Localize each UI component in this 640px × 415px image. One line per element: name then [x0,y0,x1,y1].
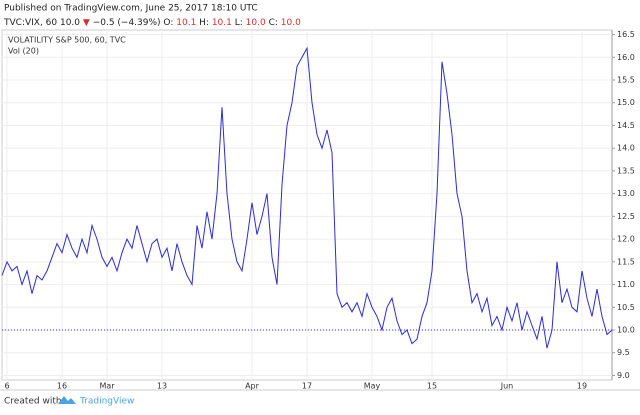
y-tick-label: 12.5 [617,212,635,221]
y-tick-label: 14.5 [617,121,635,130]
y-tick-label: 14.0 [617,144,635,153]
open: 10.1 [176,18,199,28]
x-tick-label: May [364,382,381,391]
down-arrow: ▼ [83,18,93,28]
y-tick-label: 15.5 [617,76,635,85]
symbol-line: TVC:VIX, 60 10.0 ▼ −0.5 (−4.39%) O: 10.1… [3,18,301,28]
y-tick-label: 9.5 [617,348,630,357]
legend-title: VOLATILITY S&P 500, 60, TVC [8,36,126,45]
y-tick-label: 13.5 [617,166,635,175]
last-price: 10.0 [60,18,83,28]
high: 10.1 [212,18,235,28]
footer-brand[interactable]: TradingView [79,397,134,407]
x-tick-label: Jun [500,382,514,391]
x-tick-label: 16 [57,382,67,391]
x-tick-label: Apr [245,382,260,391]
tradingview-logo[interactable] [58,396,76,404]
indicator-label: Vol (20) [8,47,39,56]
x-tick-label: Mar [99,382,115,391]
open-label: O: [163,18,176,28]
close-label: C: [269,18,281,28]
price-line [1,46,613,349]
change: −0.5 (−4.39%) [93,18,164,28]
y-tick-label: 9.0 [617,371,630,380]
symbol: TVC:VIX, 60 [3,18,60,28]
x-tick-label: 13 [157,382,167,391]
high-label: H: [199,18,212,28]
y-tick-label: 10.5 [617,303,635,312]
y-tick-label: 11.0 [617,280,635,289]
x-tick-label: 17 [302,382,312,391]
low: 10.0 [246,18,269,28]
y-tick-label: 11.5 [617,257,635,266]
x-tick-label: 19 [577,382,587,391]
y-tick-label: 10.0 [617,326,635,335]
y-tick-label: 12.0 [617,235,635,244]
y-tick-label: 13.0 [617,189,635,198]
x-tick-label: 15 [427,382,437,391]
y-tick-label: 16.5 [617,30,635,39]
published-note: Published on TradingView.com, June 25, 2… [4,4,258,14]
x-tick-label: 6 [4,382,9,391]
y-tick-label: 16.0 [617,53,635,62]
footer-created: Created with [4,397,62,407]
close: 10.0 [281,18,301,28]
y-tick-label: 15.0 [617,98,635,107]
low-label: L: [235,18,246,28]
